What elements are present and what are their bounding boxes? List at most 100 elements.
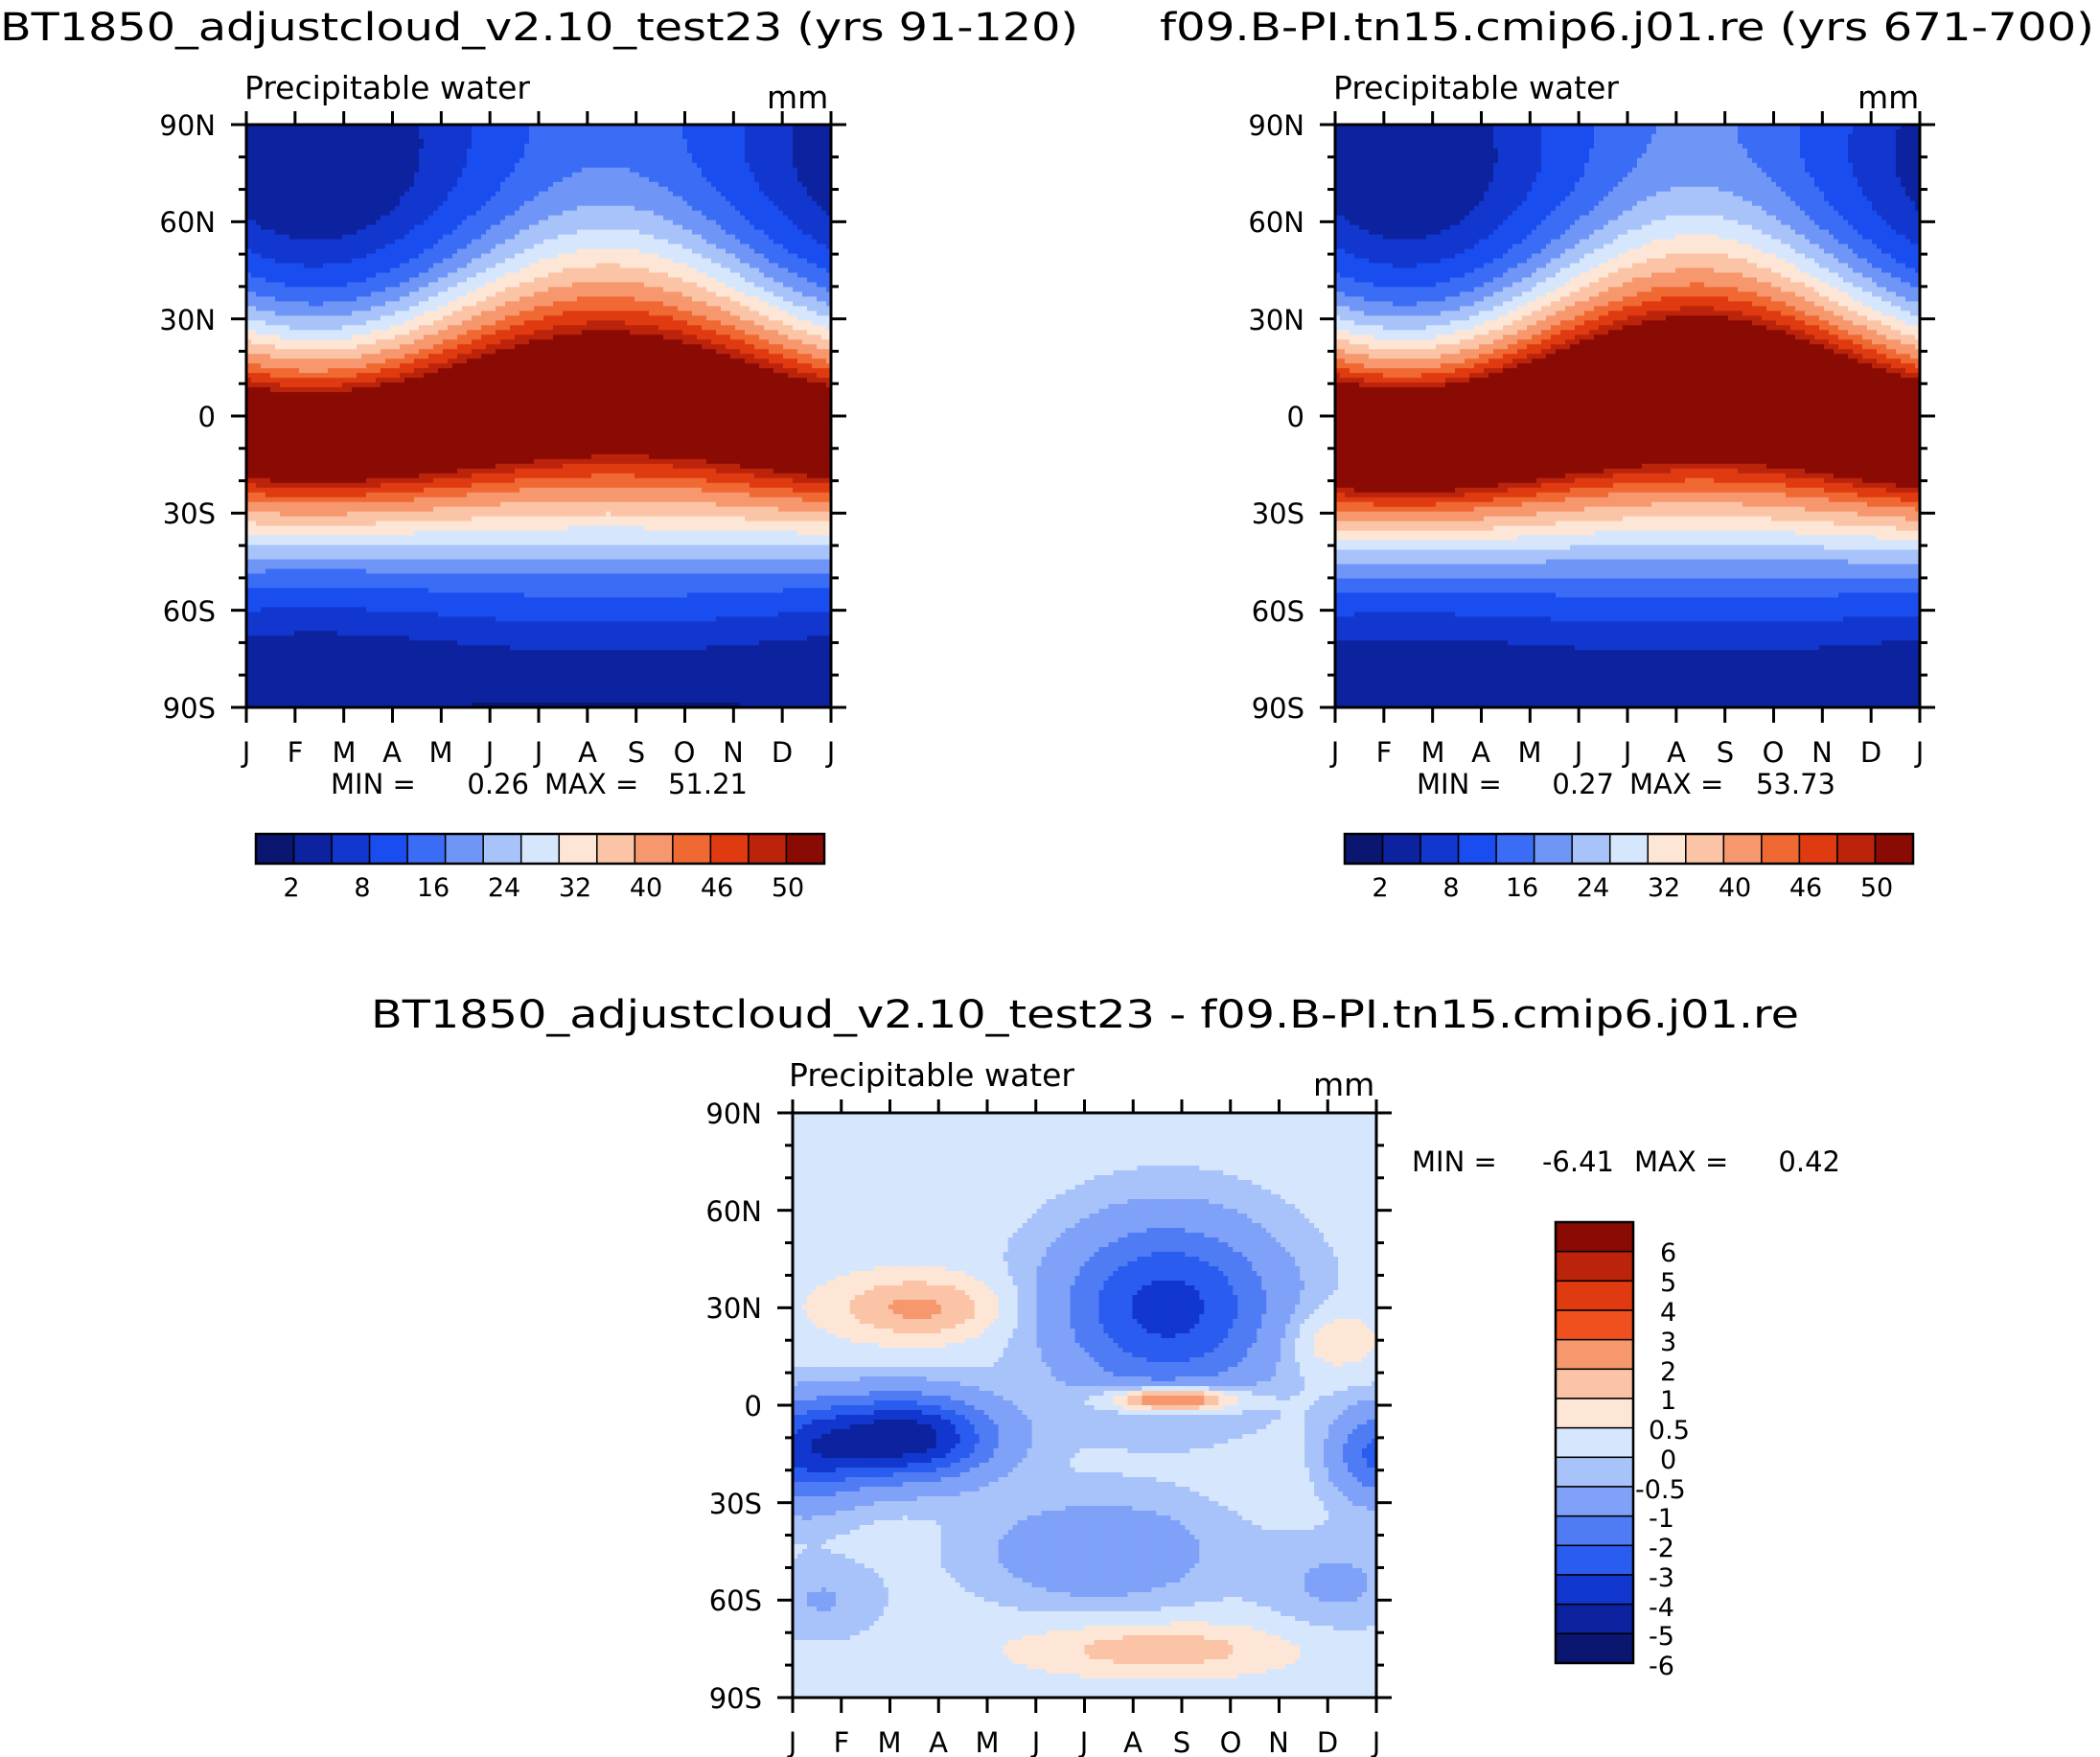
contour-cell	[285, 258, 290, 265]
contour-cell	[299, 301, 305, 307]
contour-cell	[361, 243, 367, 250]
contour-cell	[433, 592, 439, 598]
contour-cell	[395, 602, 401, 608]
contour-cell	[323, 659, 329, 665]
contour-cell	[419, 287, 425, 293]
contour-cell	[275, 420, 281, 427]
contour-cell	[328, 248, 334, 255]
contour-cell	[323, 674, 329, 680]
contour-cell	[409, 525, 415, 532]
contour-cell	[352, 540, 358, 546]
contour-cell	[381, 568, 386, 575]
contour-cell	[261, 392, 266, 398]
contour-cell	[333, 449, 338, 455]
contour-cell	[299, 128, 305, 135]
contour-cell	[352, 382, 358, 388]
contour-cell	[342, 573, 348, 580]
contour-cell	[299, 659, 305, 665]
contour-cell	[342, 655, 348, 660]
contour-cell	[285, 607, 290, 613]
contour-cell	[251, 650, 257, 656]
contour-cell	[313, 378, 319, 383]
contour-cell	[371, 315, 377, 321]
contour-cell	[400, 200, 405, 207]
contour-cell	[390, 429, 396, 436]
contour-cell	[285, 420, 290, 427]
contour-cell	[371, 191, 377, 197]
contour-cell	[289, 492, 295, 498]
contour-cell	[318, 181, 324, 188]
contour-cell	[361, 387, 367, 393]
contour-cell	[428, 631, 434, 636]
contour-cell	[381, 703, 386, 708]
contour-cell	[376, 636, 381, 641]
contour-cell	[299, 378, 305, 383]
contour-cell	[333, 378, 338, 383]
contour-cell	[352, 439, 358, 446]
contour-cell	[381, 315, 386, 321]
contour-cell	[352, 181, 358, 188]
contour-cell	[333, 406, 338, 412]
contour-cell	[347, 258, 353, 265]
contour-cell	[309, 272, 314, 279]
contour-cell	[318, 429, 324, 436]
contour-cell	[438, 191, 444, 197]
contour-cell	[280, 325, 286, 331]
contour-cell	[342, 698, 348, 704]
contour-cell	[409, 406, 415, 412]
contour-cell	[280, 335, 286, 340]
contour-cell	[342, 215, 348, 221]
contour-cell	[366, 311, 372, 316]
contour-cell	[313, 167, 319, 173]
contour-cell	[318, 200, 324, 207]
contour-cell	[433, 626, 439, 632]
contour-cell	[352, 186, 358, 193]
contour-cell	[261, 501, 266, 508]
contour-cell	[299, 205, 305, 212]
contour-cell	[265, 229, 271, 236]
contour-cell	[342, 387, 348, 393]
contour-cell	[275, 631, 281, 636]
contour-cell	[433, 616, 439, 622]
contour-cell	[366, 698, 372, 704]
contour-cell	[409, 669, 415, 675]
contour-cell	[328, 277, 334, 284]
contour-cell	[395, 458, 401, 465]
contour-cell	[323, 387, 329, 393]
contour-cell	[433, 344, 439, 350]
contour-cell	[419, 248, 425, 255]
contour-cell	[333, 468, 338, 474]
contour-cell	[246, 511, 252, 518]
contour-cell	[361, 698, 367, 704]
contour-cell	[337, 573, 343, 580]
contour-cell	[438, 477, 444, 484]
contour-cell	[333, 382, 338, 388]
contour-cell	[376, 301, 381, 307]
contour-cell	[280, 659, 286, 665]
contour-cell	[385, 229, 391, 236]
contour-cell	[424, 402, 429, 407]
contour-cell	[390, 506, 396, 513]
contour-cell	[390, 186, 396, 193]
contour-cell	[347, 463, 353, 470]
contour-cell	[342, 568, 348, 575]
contour-cell	[404, 578, 410, 585]
contour-cell	[328, 631, 334, 636]
contour-cell	[328, 234, 334, 241]
contour-cell	[328, 224, 334, 231]
contour-cell	[251, 287, 257, 293]
contour-cell	[313, 152, 319, 159]
contour-cell	[275, 664, 281, 670]
contour-cell	[390, 444, 396, 451]
contour-cell	[333, 172, 338, 178]
contour-cell	[357, 406, 362, 412]
contour-cell	[433, 406, 439, 412]
contour-cell	[246, 703, 252, 708]
contour-cell	[285, 659, 290, 665]
contour-cell	[342, 664, 348, 670]
contour-cell	[347, 306, 353, 312]
contour-cell	[428, 425, 434, 431]
contour-cell	[251, 559, 257, 566]
contour-cell	[414, 453, 420, 460]
contour-cell	[323, 592, 329, 598]
